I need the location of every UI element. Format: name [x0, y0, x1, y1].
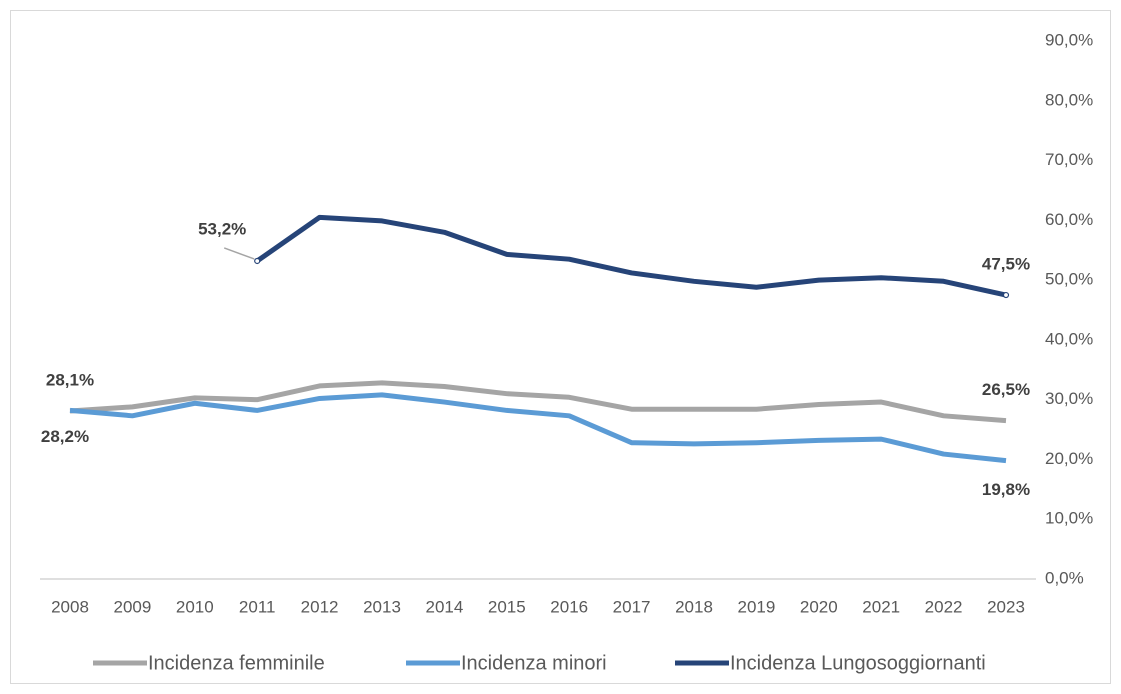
- x-tick-label: 2011: [239, 597, 276, 616]
- data-label: 26,5%: [982, 380, 1030, 399]
- x-tick-label: 2010: [176, 597, 214, 616]
- y-tick-label: 40,0%: [1045, 329, 1093, 348]
- x-tick-label: 2008: [51, 597, 89, 616]
- data-label: 47,5%: [982, 255, 1030, 274]
- y-tick-label: 50,0%: [1045, 270, 1093, 289]
- y-tick-label: 90,0%: [1045, 30, 1093, 49]
- y-tick-label: 10,0%: [1045, 509, 1093, 528]
- x-tick-label: 2016: [550, 597, 588, 616]
- x-tick-label: 2020: [800, 597, 838, 616]
- legend-label: Incidenza femminile: [148, 652, 325, 674]
- legend-label: Incidenza Lungosoggiornanti: [730, 652, 986, 674]
- x-tick-label: 2019: [737, 597, 775, 616]
- x-tick-label: 2009: [113, 597, 151, 616]
- series-line: [69, 380, 1007, 424]
- series-line: [69, 392, 1007, 464]
- point-marker: [254, 257, 261, 265]
- y-tick-label: 30,0%: [1045, 389, 1093, 408]
- chart-border: [10, 10, 1111, 684]
- y-tick-label: 80,0%: [1045, 90, 1093, 109]
- y-tick-label: 20,0%: [1045, 449, 1093, 468]
- y-tick-label: 60,0%: [1045, 210, 1093, 229]
- x-tick-label: 2017: [613, 597, 651, 616]
- x-tick-label: 2013: [363, 597, 401, 616]
- legend-label: Incidenza minori: [461, 652, 607, 674]
- x-tick-label: 2012: [301, 597, 339, 616]
- y-tick-label: 0,0%: [1045, 568, 1084, 587]
- x-tick-label: 2022: [925, 597, 963, 616]
- point-marker: [1002, 291, 1010, 299]
- data-label: 28,2%: [41, 427, 89, 446]
- x-tick-label: 2014: [425, 597, 463, 616]
- data-label: 28,1%: [46, 371, 94, 390]
- data-label: 53,2%: [198, 219, 246, 238]
- series-line: [255, 214, 1007, 298]
- x-tick-label: 2015: [488, 597, 526, 616]
- y-tick-label: 70,0%: [1045, 150, 1093, 169]
- leader-line: [223, 247, 255, 260]
- x-tick-label: 2021: [862, 597, 900, 616]
- x-tick-label: 2018: [675, 597, 713, 616]
- data-label: 19,8%: [982, 480, 1030, 499]
- x-tick-label: 2023: [987, 597, 1025, 616]
